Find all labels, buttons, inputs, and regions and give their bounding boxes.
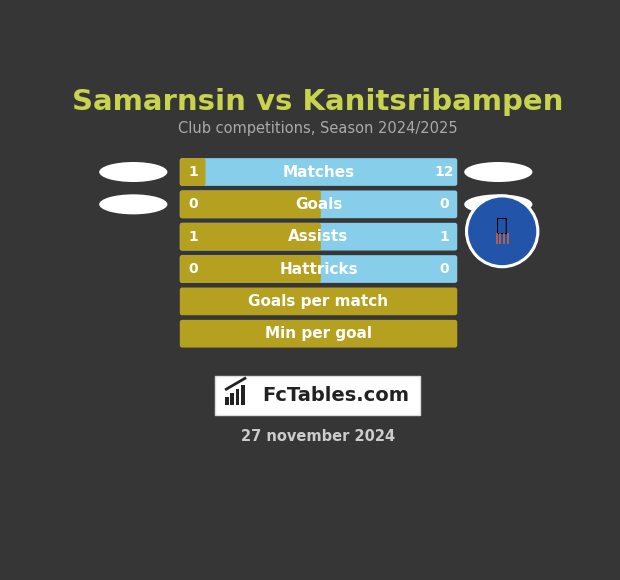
Text: 1: 1 (188, 165, 198, 179)
FancyBboxPatch shape (180, 255, 321, 283)
FancyBboxPatch shape (236, 389, 239, 405)
Text: 1: 1 (439, 230, 449, 244)
Text: 0: 0 (188, 262, 198, 276)
Text: Samarnsin vs Kanitsribampen: Samarnsin vs Kanitsribampen (72, 88, 564, 116)
Text: 1: 1 (188, 230, 198, 244)
Text: Goals per match: Goals per match (249, 294, 389, 309)
Text: Matches: Matches (283, 165, 355, 180)
Text: 0: 0 (439, 262, 449, 276)
FancyBboxPatch shape (180, 255, 458, 283)
Text: Goals: Goals (295, 197, 342, 212)
FancyBboxPatch shape (224, 397, 229, 405)
FancyBboxPatch shape (180, 223, 458, 251)
FancyBboxPatch shape (216, 376, 420, 415)
Ellipse shape (99, 194, 167, 215)
Circle shape (468, 197, 536, 265)
Text: Assists: Assists (288, 229, 348, 244)
Text: FcTables.com: FcTables.com (262, 386, 409, 405)
FancyBboxPatch shape (180, 320, 458, 347)
Text: 0: 0 (439, 197, 449, 211)
Ellipse shape (464, 194, 533, 215)
FancyBboxPatch shape (180, 190, 321, 218)
Text: 12: 12 (435, 165, 454, 179)
Text: 27 november 2024: 27 november 2024 (241, 429, 395, 444)
Text: Club competitions, Season 2024/2025: Club competitions, Season 2024/2025 (178, 121, 458, 136)
Text: ||||: |||| (494, 234, 510, 245)
FancyBboxPatch shape (180, 158, 205, 186)
Ellipse shape (99, 162, 167, 182)
Text: Hattricks: Hattricks (279, 262, 358, 277)
FancyBboxPatch shape (180, 158, 458, 186)
Text: Min per goal: Min per goal (265, 326, 372, 341)
FancyBboxPatch shape (241, 385, 245, 405)
FancyBboxPatch shape (180, 288, 458, 316)
Ellipse shape (464, 162, 533, 182)
FancyBboxPatch shape (230, 393, 234, 405)
Text: 🐎: 🐎 (497, 216, 508, 235)
Circle shape (465, 194, 539, 269)
Text: 0: 0 (188, 197, 198, 211)
FancyBboxPatch shape (180, 190, 458, 218)
FancyBboxPatch shape (180, 223, 321, 251)
